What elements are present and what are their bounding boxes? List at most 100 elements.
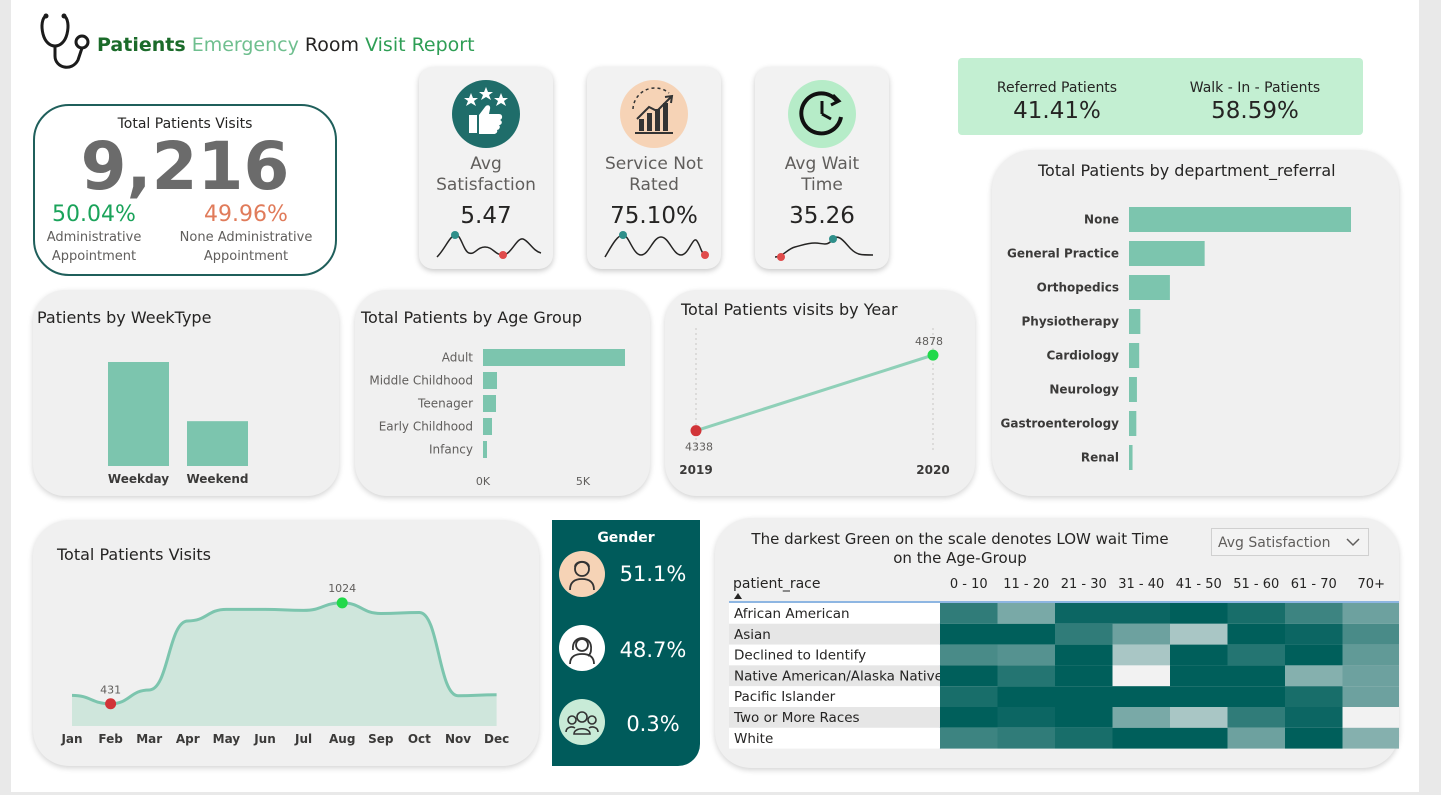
heatmap-cell[interactable] (1285, 707, 1343, 728)
heatmap-cell[interactable] (1227, 727, 1286, 749)
heatmap-row-band (729, 665, 940, 687)
month-point-min[interactable] (105, 698, 117, 710)
heatmap-cell[interactable] (997, 665, 1056, 687)
year-line[interactable] (695, 353, 934, 433)
heatmap-col-header[interactable]: 11 - 20 (1003, 577, 1049, 592)
heatmap-cell[interactable] (1285, 686, 1343, 707)
heatmap-row-band (729, 644, 940, 666)
dept-bar[interactable] (1129, 411, 1137, 436)
age-bar[interactable] (483, 418, 492, 435)
age-bar[interactable] (483, 349, 625, 366)
heatmap-cell[interactable] (1170, 727, 1228, 749)
heatmap-cell[interactable] (940, 644, 998, 666)
heatmap-cell[interactable] (997, 727, 1056, 749)
age-bar[interactable] (483, 441, 487, 458)
heatmap-cell[interactable] (1055, 603, 1113, 624)
dept-bar[interactable] (1129, 241, 1205, 266)
heatmap-cell[interactable] (1285, 644, 1343, 666)
heatmap-row-header[interactable]: patient_race (733, 576, 821, 592)
heatmap-cell[interactable] (1227, 707, 1286, 728)
age-bar[interactable] (483, 395, 496, 412)
age-bar[interactable] (483, 372, 497, 389)
heatmap-col-header[interactable]: 31 - 40 (1118, 577, 1164, 592)
heatmap-cell[interactable] (1112, 623, 1171, 645)
heatmap-cell[interactable] (997, 603, 1056, 624)
month-max-label: 1024 (328, 582, 356, 595)
heatmap-cell[interactable] (1112, 707, 1171, 728)
heatmap-cell[interactable] (1112, 644, 1171, 666)
metric-dropdown[interactable]: Avg Satisfaction (1211, 528, 1369, 556)
weektype-bar[interactable] (108, 362, 169, 466)
heatmap-cell[interactable] (1285, 603, 1343, 624)
heatmap-cell[interactable] (1227, 665, 1286, 687)
dept-bar-label: Cardiology (1046, 349, 1119, 363)
heatmap-col-header[interactable]: 61 - 70 (1291, 577, 1337, 592)
heatmap-cell[interactable] (1342, 665, 1400, 687)
heatmap-cell[interactable] (997, 707, 1056, 728)
dept-bar[interactable] (1129, 343, 1140, 368)
heatmap-cell[interactable] (940, 686, 998, 707)
heatmap-cell[interactable] (1055, 623, 1113, 645)
heatmap-cell[interactable] (1055, 727, 1113, 749)
heatmap-cell[interactable] (1112, 686, 1171, 707)
month-line[interactable] (71, 601, 497, 706)
male-user-icon (559, 551, 605, 597)
heatmap-cell[interactable] (1055, 665, 1113, 687)
heatmap-col-header[interactable]: 0 - 10 (950, 577, 988, 592)
heatmap-cell[interactable] (1055, 686, 1113, 707)
heatmap-cell[interactable] (1112, 665, 1171, 687)
heatmap-col-header[interactable]: 70+ (1358, 577, 1385, 592)
heatmap-cell[interactable] (997, 686, 1056, 707)
heatmap-cell[interactable] (997, 623, 1056, 645)
heatmap-cell[interactable] (1342, 707, 1400, 728)
heatmap-cell[interactable] (1342, 623, 1400, 645)
heatmap-cell[interactable] (1285, 665, 1343, 687)
month-chart-title: Total Patients Visits (57, 545, 212, 564)
heatmap-cell[interactable] (1170, 707, 1228, 728)
heatmap-cell[interactable] (1112, 727, 1171, 749)
heatmap-col-header[interactable]: 41 - 50 (1176, 577, 1222, 592)
dept-bar[interactable] (1129, 309, 1141, 334)
heatmap-cell[interactable] (1342, 686, 1400, 707)
heatmap-cell[interactable] (1170, 665, 1228, 687)
heatmap-cell[interactable] (940, 707, 998, 728)
walkin-label: Walk - In - Patients (1189, 80, 1321, 96)
year-point-min[interactable] (690, 425, 702, 437)
heatmap-cell[interactable] (1285, 623, 1343, 645)
dept-bar[interactable] (1129, 445, 1133, 470)
heatmap-cell[interactable] (940, 727, 998, 749)
heatmap-cell[interactable] (1342, 603, 1400, 624)
heatmap-cell[interactable] (1227, 623, 1286, 645)
heatmap-cell[interactable] (1055, 707, 1113, 728)
heatmap-cell[interactable] (1170, 686, 1228, 707)
heatmap-cell[interactable] (997, 644, 1056, 666)
month-axis-label: Sep (368, 732, 394, 746)
age-bar-label: Middle Childhood (369, 374, 473, 388)
dept-bar[interactable] (1129, 275, 1170, 300)
weektype-bar[interactable] (187, 421, 248, 466)
admin-label-2: Appointment (51, 249, 137, 264)
heatmap-cell[interactable] (940, 603, 998, 624)
heatmap-cell[interactable] (1342, 727, 1400, 749)
heatmap-col-header[interactable]: 21 - 30 (1061, 577, 1107, 592)
heatmap-cell[interactable] (1170, 603, 1228, 624)
dept-bar[interactable] (1129, 377, 1137, 402)
heatmap-cell[interactable] (1170, 644, 1228, 666)
month-point-max[interactable] (336, 597, 348, 609)
heatmap-cell[interactable] (1227, 603, 1286, 624)
heatmap-cell[interactable] (1170, 623, 1228, 645)
dept-bar-label: Orthopedics (1037, 281, 1119, 295)
heatmap-cell[interactable] (1342, 644, 1400, 666)
heatmap-cell[interactable] (1055, 644, 1113, 666)
heatmap-cell[interactable] (1112, 603, 1171, 624)
heatmap-cell[interactable] (940, 623, 998, 645)
year-point-max[interactable] (927, 349, 939, 361)
heatmap-col-header[interactable]: 51 - 60 (1233, 577, 1279, 592)
dept-bar[interactable] (1129, 207, 1351, 232)
metric-dropdown-value: Avg Satisfaction (1218, 535, 1331, 551)
heatmap-cell[interactable] (1227, 686, 1286, 707)
heatmap-cell[interactable] (1227, 644, 1286, 666)
sort-asc-icon[interactable] (733, 592, 743, 600)
heatmap-cell[interactable] (1285, 727, 1343, 749)
heatmap-cell[interactable] (940, 665, 998, 687)
